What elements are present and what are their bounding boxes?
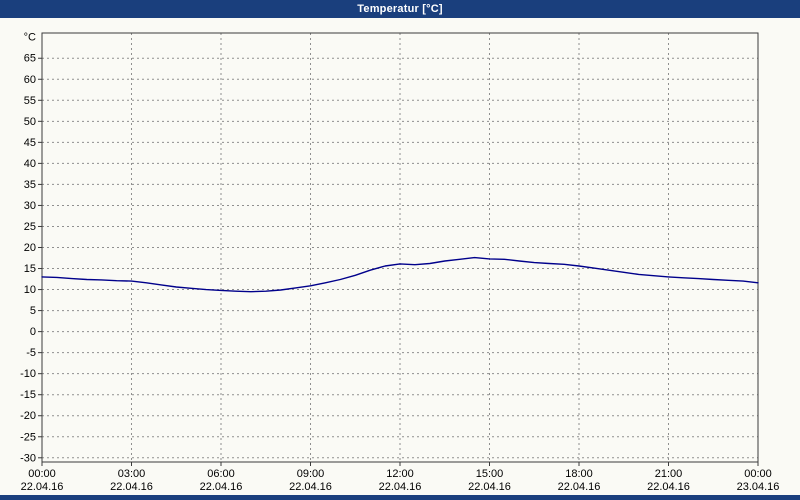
x-tick-time-label: 09:00 [297, 468, 325, 480]
y-tick-label: 15 [24, 263, 36, 275]
x-tick-time-label: 12:00 [386, 468, 414, 480]
x-tick-time-label: 03:00 [118, 468, 146, 480]
y-tick-label: 55 [24, 95, 36, 107]
y-tick-label: 60 [24, 74, 36, 86]
x-tick-time-label: 00:00 [744, 468, 772, 480]
temperature-chart: -30 -25 -20 -15 -10 -5 0 5 10 15 20 25 30 35 40 45 50 55 6… [20, 32, 780, 493]
x-tick-date-label: 22.04.16 [110, 481, 153, 493]
temperature-line [41, 256, 759, 293]
y-tick-label: 50 [24, 116, 36, 128]
x-tick-date-label: 22.04.16 [647, 481, 690, 493]
y-tick-label: -15 [20, 389, 36, 401]
x-tick-date-label: 22.04.16 [468, 481, 511, 493]
y-axis-unit-label: °C [24, 32, 36, 44]
y-tick-label: 30 [24, 200, 36, 212]
window-title: Temperatur [°C] [357, 3, 443, 15]
y-tick-label: -10 [20, 368, 36, 380]
y-tick-label: 5 [30, 305, 36, 317]
x-axis-labels: 00:0022.04.1603:0022.04.1606:0022.04.160… [21, 468, 780, 493]
grid-lines [41, 33, 759, 462]
x-tick-time-label: 06:00 [207, 468, 235, 480]
y-tick-label: -30 [20, 452, 36, 464]
x-tick-time-label: 15:00 [476, 468, 504, 480]
window-bottom-border [0, 495, 800, 500]
y-tick-label: 65 [24, 53, 36, 65]
y-tick-label: 20 [24, 242, 36, 254]
y-tick-label: 45 [24, 137, 36, 149]
y-tick-label: 40 [24, 158, 36, 170]
x-tick-date-label: 22.04.16 [379, 481, 422, 493]
x-tick-date-label: 22.04.16 [558, 481, 601, 493]
x-tick-time-label: 21:00 [655, 468, 683, 480]
y-tick-label: 25 [24, 221, 36, 233]
y-tick-label: 35 [24, 179, 36, 191]
y-tick-label: 10 [24, 284, 36, 296]
y-tick-label: -25 [20, 431, 36, 443]
plot-frame [41, 32, 759, 463]
y-tick-label: -5 [26, 347, 36, 359]
x-tick-date-label: 22.04.16 [21, 481, 64, 493]
x-tick-time-label: 18:00 [565, 468, 593, 480]
y-tick-label: -20 [20, 410, 36, 422]
window-titlebar: Temperatur [°C] [0, 0, 800, 18]
x-tick-date-label: 22.04.16 [200, 481, 243, 493]
y-axis-labels: -30 -25 -20 -15 -10 -5 0 5 10 15 20 25 30 35 40 45 50 55 6… [20, 32, 36, 465]
x-tick-date-label: 23.04.16 [737, 481, 780, 493]
x-tick-date-label: 22.04.16 [289, 481, 332, 493]
y-tick-label: 0 [30, 326, 36, 338]
temperature-series [41, 256, 759, 293]
axes [38, 32, 759, 466]
x-tick-time-label: 00:00 [28, 468, 56, 480]
